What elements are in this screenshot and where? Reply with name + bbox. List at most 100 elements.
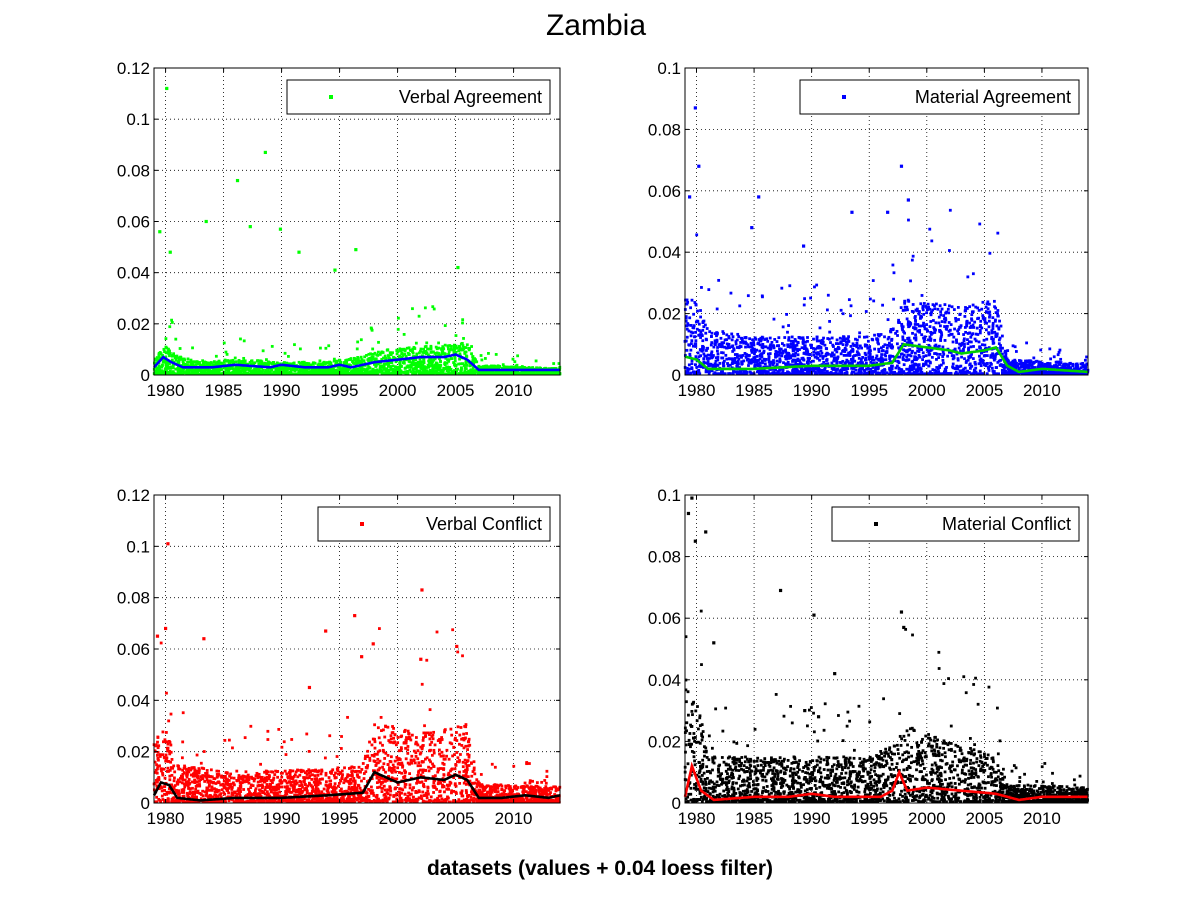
data-point — [945, 366, 948, 369]
data-point — [728, 372, 732, 376]
data-point — [229, 372, 233, 376]
data-point — [689, 334, 693, 338]
data-point — [778, 351, 782, 355]
data-point — [845, 343, 848, 347]
data-point — [825, 308, 829, 312]
data-point — [895, 342, 899, 346]
data-point — [736, 332, 740, 336]
data-point — [997, 372, 1000, 376]
data-point — [984, 364, 988, 368]
figure-xlabel: datasets (values + 0.04 loess filter) — [427, 857, 773, 880]
data-point — [788, 363, 792, 367]
data-point — [227, 361, 231, 365]
data-point — [1085, 362, 1089, 366]
data-point — [857, 353, 861, 357]
y-tick-label: 0.04 — [117, 264, 150, 283]
data-point — [744, 372, 748, 376]
data-point — [438, 359, 442, 363]
data-point — [733, 353, 737, 356]
data-point — [994, 311, 998, 315]
data-point — [710, 350, 714, 354]
data-point — [430, 372, 434, 376]
y-tick-label: 0.12 — [117, 59, 150, 78]
data-point — [735, 364, 739, 368]
data-point — [521, 372, 525, 376]
data-point — [739, 341, 743, 344]
data-point — [190, 371, 194, 375]
data-point — [748, 370, 752, 374]
data-point — [712, 345, 716, 349]
data-point — [869, 368, 872, 371]
data-point — [1057, 350, 1061, 354]
data-point — [456, 265, 460, 270]
data-point — [243, 362, 247, 365]
data-point — [917, 354, 921, 357]
data-point — [929, 337, 933, 341]
data-point — [703, 323, 707, 327]
data-point — [938, 372, 942, 376]
data-point — [157, 365, 161, 368]
data-point — [800, 346, 804, 350]
data-point — [900, 352, 904, 356]
data-point — [161, 364, 164, 367]
data-point — [970, 318, 974, 322]
data-point — [909, 279, 912, 283]
data-point — [165, 86, 169, 91]
data-point — [936, 367, 940, 371]
data-point — [700, 334, 704, 338]
data-point — [1049, 357, 1053, 361]
data-point — [380, 350, 384, 354]
data-point — [696, 319, 700, 323]
data-point — [178, 372, 181, 376]
data-point — [1035, 371, 1039, 375]
data-point — [911, 254, 915, 258]
data-point — [987, 319, 991, 323]
data-point — [832, 353, 836, 357]
data-point — [412, 346, 416, 349]
data-point — [444, 372, 448, 376]
data-point — [684, 298, 687, 302]
data-point — [204, 219, 208, 224]
data-point — [429, 346, 433, 350]
data-point — [962, 339, 966, 343]
data-point — [252, 369, 255, 373]
data-point — [924, 362, 928, 366]
data-point — [959, 344, 963, 347]
data-point — [462, 372, 466, 375]
data-point — [982, 361, 985, 365]
data-point — [399, 365, 403, 368]
data-point — [298, 347, 302, 351]
data-point — [767, 358, 771, 361]
data-point — [309, 370, 313, 374]
data-point — [706, 360, 710, 363]
data-point — [516, 354, 520, 358]
data-point — [731, 335, 735, 339]
data-point — [957, 332, 961, 336]
data-point — [740, 362, 744, 365]
data-point — [206, 364, 210, 368]
data-point — [941, 355, 945, 358]
data-point — [1055, 364, 1059, 368]
data-point — [365, 353, 368, 357]
data-point — [455, 369, 458, 373]
data-point — [375, 368, 379, 372]
data-point — [689, 306, 693, 310]
data-point — [431, 372, 435, 376]
data-point — [907, 218, 910, 222]
data-point — [174, 337, 178, 341]
data-point — [761, 336, 765, 340]
data-point — [278, 372, 282, 376]
data-point — [992, 299, 996, 303]
data-point — [297, 372, 301, 376]
data-point — [860, 365, 864, 369]
data-point — [715, 331, 719, 335]
data-point — [481, 370, 485, 374]
data-point — [278, 370, 282, 374]
data-point — [733, 356, 737, 360]
data-point — [258, 359, 262, 363]
data-point — [426, 353, 430, 357]
data-point — [872, 370, 876, 374]
data-point — [231, 361, 235, 365]
data-point — [210, 372, 214, 376]
data-point — [775, 340, 779, 343]
